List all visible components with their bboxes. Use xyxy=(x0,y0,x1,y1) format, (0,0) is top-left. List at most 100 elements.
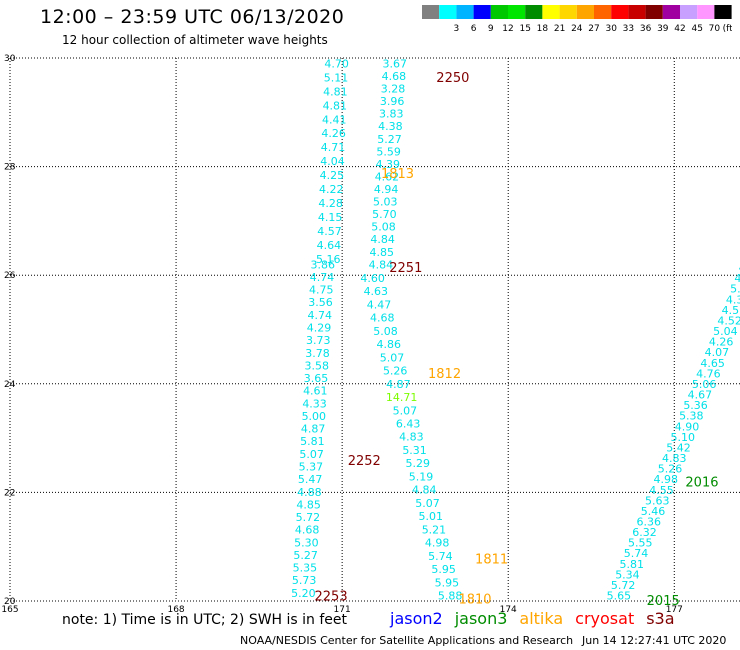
x-tick-label: 177 xyxy=(666,605,683,615)
wave-height-point: 4.74 xyxy=(308,309,333,322)
pass-label: 1810 xyxy=(458,592,491,607)
pass-label: 2252 xyxy=(348,454,381,469)
legend-item-jason3: jason3 xyxy=(454,609,508,628)
wave-height-point: 5.04 xyxy=(713,325,738,338)
x-tick-label: 174 xyxy=(500,605,517,615)
colorbar-label: 3 xyxy=(454,24,460,34)
wave-height-point: 5.74 xyxy=(624,547,649,560)
wave-height-point: 5.35 xyxy=(293,562,318,575)
wave-height-point: 5.59 xyxy=(376,145,401,158)
wave-height-point: 5.65 xyxy=(607,590,632,603)
y-tick-label: 24 xyxy=(4,380,16,390)
wave-height-point: 5.95 xyxy=(435,576,460,589)
wave-height-point: 5.55 xyxy=(628,537,653,550)
wave-height-point: 4.98 xyxy=(425,537,450,550)
wave-height-point: 5.20 xyxy=(291,587,316,600)
wave-height-point: 4.26 xyxy=(709,336,734,349)
colorbar-swatch xyxy=(422,5,440,19)
pass-label: 2016 xyxy=(685,476,718,491)
x-tick-label: 171 xyxy=(334,605,351,615)
y-tick-label: 30 xyxy=(4,54,16,64)
colorbar-label: 6 xyxy=(471,24,477,34)
pass-label: 2251 xyxy=(389,261,422,276)
wave-height-point: 3.86 xyxy=(311,258,336,271)
colorbar-label: 33 xyxy=(623,24,634,34)
wave-height-point: 4.76 xyxy=(696,367,721,380)
colorbar-swatch xyxy=(542,5,560,19)
wave-height-point: 4.89 xyxy=(734,272,740,285)
wave-height-point: 4.84 xyxy=(370,233,395,246)
wave-height-point: 4.68 xyxy=(382,70,407,83)
wave-height-point: 4.28 xyxy=(318,197,343,210)
colorbar-swatch xyxy=(490,5,508,19)
wave-height-point: 4.74 xyxy=(310,271,335,284)
wave-height-point: 5.06 xyxy=(692,378,717,391)
wave-height-point: 5.26 xyxy=(658,463,683,476)
legend-item-jason2: jason2 xyxy=(390,609,443,628)
wave-height-point: 3.65 xyxy=(304,372,329,385)
colorbar-swatch xyxy=(508,5,526,19)
colorbar-swatch xyxy=(439,5,457,19)
footer-credit: NOAA/NESDIS Center for Satellite Applica… xyxy=(240,634,574,647)
satellite-legend: jason2 jason3 altika cryosat s3a xyxy=(390,609,687,628)
colorbar-swatch xyxy=(576,5,594,19)
wave-height-point: 5.10 xyxy=(671,431,696,444)
colorbar-swatch xyxy=(662,5,680,19)
wave-height-point: 4.67 xyxy=(688,389,713,402)
wave-height-point: 4.81 xyxy=(323,85,348,98)
wave-height-point: 4.15 xyxy=(318,211,343,224)
wave-height-point: 5.81 xyxy=(619,558,644,571)
wave-height-point: 5.11 xyxy=(324,71,349,84)
colorbar-unit: (ft) xyxy=(723,24,732,34)
wave-height-point: 4.60 xyxy=(360,272,385,285)
wave-height-point: 5.38 xyxy=(679,410,704,423)
wave-height-point: 4.22 xyxy=(319,183,344,196)
wave-height-point: 4.04 xyxy=(320,155,345,168)
colorbar-label: 39 xyxy=(657,24,669,34)
wave-height-point: 5.16 xyxy=(316,253,341,266)
wave-height-point: 4.68 xyxy=(295,524,320,537)
wave-height-point: 3.73 xyxy=(306,334,331,347)
wave-height-point: 4.33 xyxy=(302,397,327,410)
colorbar-label: 27 xyxy=(588,24,599,34)
pass-label: 1811 xyxy=(475,553,508,568)
wave-height-point: 4.86 xyxy=(376,338,401,351)
wave-height-point: 6.43 xyxy=(396,418,421,431)
wave-height-point: 5.70 xyxy=(372,208,397,221)
colorbar-label: 36 xyxy=(640,24,652,34)
colorbar-label: 15 xyxy=(519,24,530,34)
grid xyxy=(9,57,740,602)
wave-height-point: 6.36 xyxy=(636,515,661,528)
wave-height-point: 4.25 xyxy=(320,169,345,182)
wave-height-point: 6.32 xyxy=(632,526,657,539)
wave-height-point: 4.55 xyxy=(649,484,674,497)
wave-height-point: 5.46 xyxy=(641,505,666,518)
wave-height-point: 5.88 xyxy=(438,590,463,603)
wave-height-point: 4.85 xyxy=(370,246,395,259)
wave-height-point: 4.41 xyxy=(322,113,347,126)
wave-height-point: 4.63 xyxy=(364,285,389,298)
wave-height-point: 5.72 xyxy=(611,579,636,592)
legend-item-altika: altika xyxy=(519,609,564,628)
wave-height-point: 5.00 xyxy=(302,410,327,423)
wave-height-point: 5.95 xyxy=(431,563,456,576)
colorbar-swatch xyxy=(645,5,663,19)
wave-height-point: 4.84 xyxy=(412,484,437,497)
pass-label: 1812 xyxy=(428,367,461,382)
wave-height-point: 4.47 xyxy=(367,298,392,311)
wave-height-point: 5.07 xyxy=(299,448,324,461)
colorbar-label: 70 xyxy=(709,24,721,34)
colorbar-swatch xyxy=(456,5,474,19)
colorbar-label: 42 xyxy=(674,24,685,34)
wave-height-point: 5.10 xyxy=(730,283,740,296)
wave-height-point: 5.21 xyxy=(422,523,447,536)
wave-height-point: 4.74 xyxy=(739,262,740,275)
wave-height-point: 4.94 xyxy=(374,183,399,196)
wave-height-point: 5.31 xyxy=(402,444,427,457)
wave-height-point: 3.67 xyxy=(382,57,407,70)
wave-height-point: 5.01 xyxy=(418,510,443,523)
wave-height-point: 4.55 xyxy=(722,304,740,317)
colorbar-swatch xyxy=(611,5,629,19)
pass-label: 2253 xyxy=(315,590,348,605)
